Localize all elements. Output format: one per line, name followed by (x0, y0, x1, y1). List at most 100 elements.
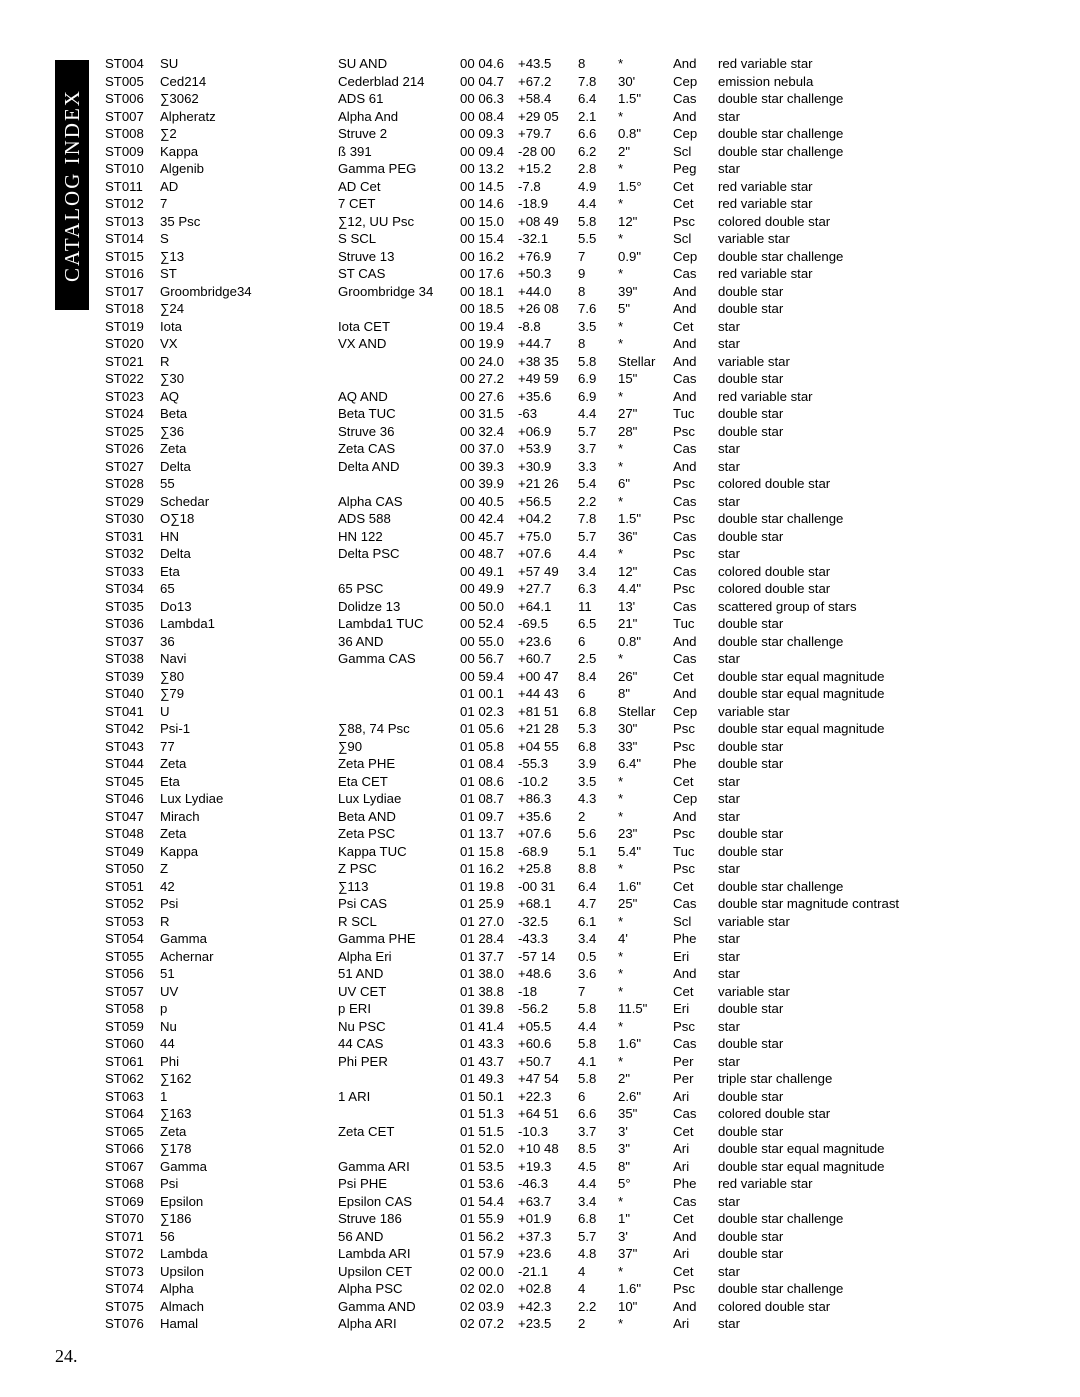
dec-value: +79.7 (518, 125, 578, 143)
description: red variable star (718, 178, 1035, 196)
catalog-id: ST015 (105, 248, 160, 266)
magnitude: 11 (578, 598, 618, 616)
description: double star challenge (718, 143, 1035, 161)
catalog-id: ST055 (105, 948, 160, 966)
table-row: ST050ZZ PSC01 16.2+25.88.8*Pscstar (105, 860, 1035, 878)
object-name: ∑2 (160, 125, 338, 143)
separation: 25" (618, 895, 673, 913)
ra-value: 00 56.7 (460, 650, 518, 668)
dec-value: +06.9 (518, 423, 578, 441)
separation: 8" (618, 685, 673, 703)
ra-value: 02 03.9 (460, 1298, 518, 1316)
catalog-id: ST020 (105, 335, 160, 353)
star-name: Struve 13 (338, 248, 460, 266)
object-name: AQ (160, 388, 338, 406)
catalog-id: ST005 (105, 73, 160, 91)
catalog-id: ST023 (105, 388, 160, 406)
page-number: 24. (55, 1346, 78, 1367)
star-name: HN 122 (338, 528, 460, 546)
ra-value: 01 37.7 (460, 948, 518, 966)
catalog-id: ST075 (105, 1298, 160, 1316)
table-row: ST019IotaIota CET00 19.4-8.83.5*Cetstar (105, 318, 1035, 336)
ra-value: 00 14.5 (460, 178, 518, 196)
star-name: Struve 186 (338, 1210, 460, 1228)
object-name: 55 (160, 475, 338, 493)
dec-value: -00 31 (518, 878, 578, 896)
object-name: ST (160, 265, 338, 283)
constellation: Cas (673, 895, 718, 913)
constellation: Cet (673, 178, 718, 196)
ra-value: 01 56.2 (460, 1228, 518, 1246)
description: double star challenge (718, 90, 1035, 108)
catalog-id: ST058 (105, 1000, 160, 1018)
description: double star equal magnitude (718, 1158, 1035, 1176)
star-name: 44 CAS (338, 1035, 460, 1053)
description: star (718, 1315, 1035, 1333)
constellation: Scl (673, 913, 718, 931)
separation: * (618, 860, 673, 878)
star-name (338, 685, 460, 703)
magnitude: 5.5 (578, 230, 618, 248)
ra-value: 01 25.9 (460, 895, 518, 913)
catalog-id: ST059 (105, 1018, 160, 1036)
constellation: And (673, 55, 718, 73)
constellation: Cep (673, 790, 718, 808)
constellation: Ari (673, 1088, 718, 1106)
star-name: 7 CET (338, 195, 460, 213)
table-row: ST049KappaKappa TUC01 15.8-68.95.15.4"Tu… (105, 843, 1035, 861)
separation: * (618, 790, 673, 808)
catalog-id: ST036 (105, 615, 160, 633)
separation: * (618, 230, 673, 248)
table-row: ST016STST CAS00 17.6+50.39*Casred variab… (105, 265, 1035, 283)
dec-value: +60.7 (518, 650, 578, 668)
separation: * (618, 1263, 673, 1281)
description: star (718, 860, 1035, 878)
magnitude: 8 (578, 55, 618, 73)
dec-value: +23.6 (518, 633, 578, 651)
table-row: ST0565151 AND01 38.0+48.63.6*Andstar (105, 965, 1035, 983)
description: star (718, 930, 1035, 948)
separation: * (618, 335, 673, 353)
dec-value: +76.9 (518, 248, 578, 266)
ra-value: 01 02.3 (460, 703, 518, 721)
star-name: Epsilon CAS (338, 1193, 460, 1211)
dec-value: -46.3 (518, 1175, 578, 1193)
star-name: Eta CET (338, 773, 460, 791)
star-name: VX AND (338, 335, 460, 353)
catalog-id: ST050 (105, 860, 160, 878)
table-row: ST072LambdaLambda ARI01 57.9+23.64.837"A… (105, 1245, 1035, 1263)
ra-value: 00 06.3 (460, 90, 518, 108)
description: colored double star (718, 563, 1035, 581)
separation: * (618, 1018, 673, 1036)
ra-value: 00 04.7 (460, 73, 518, 91)
separation: 1.5° (618, 178, 673, 196)
constellation: And (673, 335, 718, 353)
catalog-id: ST030 (105, 510, 160, 528)
ra-value: 02 07.2 (460, 1315, 518, 1333)
constellation: Cas (673, 440, 718, 458)
ra-value: 00 49.1 (460, 563, 518, 581)
catalog-id: ST061 (105, 1053, 160, 1071)
constellation: Phe (673, 755, 718, 773)
description: double star (718, 843, 1035, 861)
catalog-id: ST007 (105, 108, 160, 126)
dec-value: +35.6 (518, 388, 578, 406)
separation: 15" (618, 370, 673, 388)
description: double star equal magnitude (718, 685, 1035, 703)
catalog-id: ST064 (105, 1105, 160, 1123)
ra-value: 00 31.5 (460, 405, 518, 423)
magnitude: 4.8 (578, 1245, 618, 1263)
description: double star (718, 1245, 1035, 1263)
star-name: ∑90 (338, 738, 460, 756)
dec-value: +56.5 (518, 493, 578, 511)
catalog-id: ST013 (105, 213, 160, 231)
magnitude: 5.8 (578, 1000, 618, 1018)
magnitude: 5.7 (578, 528, 618, 546)
table-row: ST01277 CET00 14.6-18.94.4*Cetred variab… (105, 195, 1035, 213)
object-name: Gamma (160, 1158, 338, 1176)
catalog-id: ST065 (105, 1123, 160, 1141)
dec-value: +22.3 (518, 1088, 578, 1106)
catalog-id: ST037 (105, 633, 160, 651)
description: star (718, 458, 1035, 476)
magnitude: 3.7 (578, 1123, 618, 1141)
